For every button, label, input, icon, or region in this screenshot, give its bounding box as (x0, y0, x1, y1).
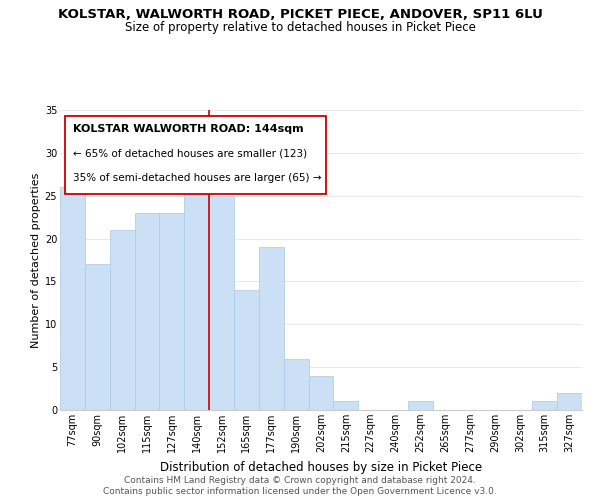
Bar (134, 213, 160, 410)
Bar (308, 376, 334, 410)
Bar (110, 230, 134, 410)
Bar (85, 264, 110, 410)
Bar (532, 402, 557, 410)
Bar (557, 393, 582, 410)
Text: Contains HM Land Registry data © Crown copyright and database right 2024.: Contains HM Land Registry data © Crown c… (124, 476, 476, 485)
Text: 35% of semi-detached houses are larger (65) →: 35% of semi-detached houses are larger (… (73, 172, 322, 182)
Bar (60, 187, 85, 410)
Bar (284, 358, 308, 410)
FancyBboxPatch shape (65, 116, 326, 194)
Bar (259, 247, 284, 410)
Text: KOLSTAR WALWORTH ROAD: 144sqm: KOLSTAR WALWORTH ROAD: 144sqm (73, 124, 304, 134)
Text: Contains public sector information licensed under the Open Government Licence v3: Contains public sector information licen… (103, 487, 497, 496)
Bar (209, 196, 234, 410)
X-axis label: Distribution of detached houses by size in Picket Piece: Distribution of detached houses by size … (160, 460, 482, 473)
Y-axis label: Number of detached properties: Number of detached properties (31, 172, 41, 348)
Bar (334, 402, 358, 410)
Text: ← 65% of detached houses are smaller (123): ← 65% of detached houses are smaller (12… (73, 148, 307, 158)
Bar (184, 178, 209, 410)
Bar (234, 290, 259, 410)
Bar (408, 402, 433, 410)
Text: KOLSTAR, WALWORTH ROAD, PICKET PIECE, ANDOVER, SP11 6LU: KOLSTAR, WALWORTH ROAD, PICKET PIECE, AN… (58, 8, 542, 20)
Text: Size of property relative to detached houses in Picket Piece: Size of property relative to detached ho… (125, 21, 475, 34)
Bar (160, 213, 184, 410)
